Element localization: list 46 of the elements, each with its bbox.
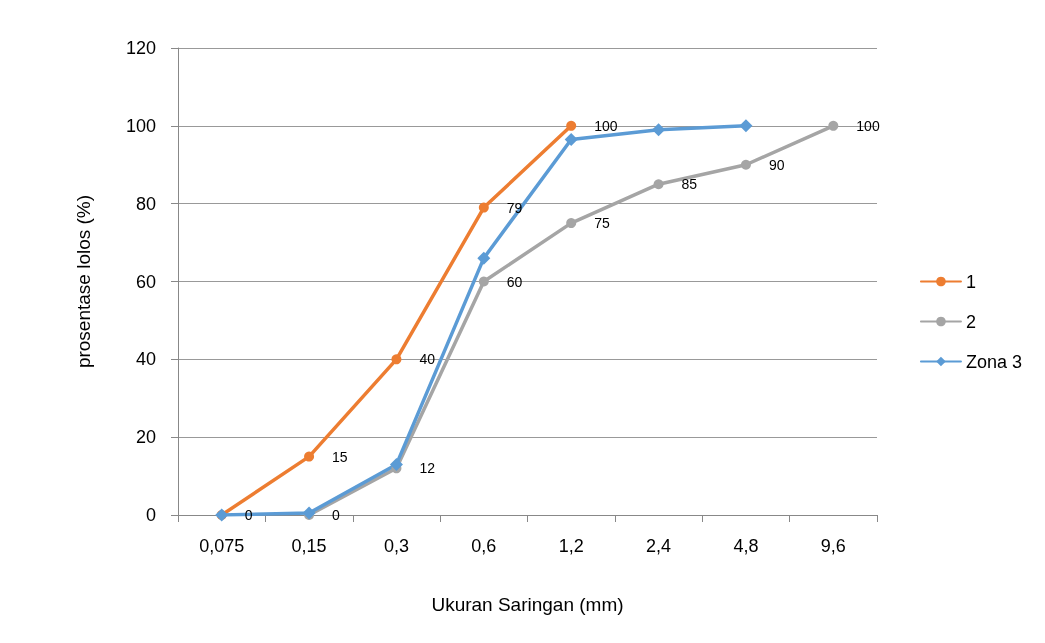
data-label: 60: [506, 273, 523, 290]
x-tick-label: 2,4: [646, 536, 672, 556]
point: [739, 119, 753, 133]
point: [566, 218, 577, 229]
data-label: 100: [594, 117, 618, 134]
point: [478, 276, 489, 287]
data-label: 15: [332, 448, 348, 465]
point: [477, 251, 491, 265]
legend-label: 1: [965, 271, 976, 292]
data-label: 75: [594, 215, 610, 232]
x-tick-label: 1,2: [558, 536, 584, 556]
data-label: 90: [768, 156, 785, 173]
x-tick-label: 0,15: [291, 536, 327, 556]
legend-label: Zona 3: [965, 351, 1023, 372]
point: [652, 123, 666, 137]
point: [740, 159, 751, 170]
data-label: 0: [244, 507, 253, 523]
point: [566, 120, 577, 131]
y-tick-label: 80: [135, 193, 156, 214]
x-tick-label: 9,6: [820, 536, 846, 556]
x-tick-label: 0,6: [471, 536, 497, 556]
point: [653, 179, 664, 190]
x-tick-label: 0,3: [383, 536, 409, 556]
point: [828, 120, 839, 131]
x-axis-title: Ukuran Saringan (mm): [431, 594, 624, 615]
x-tick-label: 0,075: [199, 536, 245, 556]
x-tick-label: 4,8: [733, 536, 759, 556]
point: [302, 506, 316, 520]
point: [478, 202, 489, 213]
y-tick-label: 20: [135, 427, 156, 448]
legend-label: 2: [965, 311, 976, 332]
data-label: 85: [681, 176, 698, 193]
y-axis-title: prosentase lolos (%): [73, 194, 94, 369]
y-tick-label: 100: [125, 115, 156, 136]
point: [564, 132, 578, 146]
y-tick-label: 40: [135, 349, 156, 370]
y-tick-label: 120: [125, 38, 156, 58]
point: [391, 354, 402, 365]
y-tick-label: 60: [135, 271, 156, 292]
data-label: 40: [419, 351, 436, 368]
y-tick-label: 0: [145, 505, 156, 525]
data-label: 100: [856, 117, 880, 134]
point: [304, 451, 315, 462]
point: [389, 457, 403, 471]
data-label: 12: [419, 460, 436, 477]
data-label: 0: [332, 507, 341, 523]
